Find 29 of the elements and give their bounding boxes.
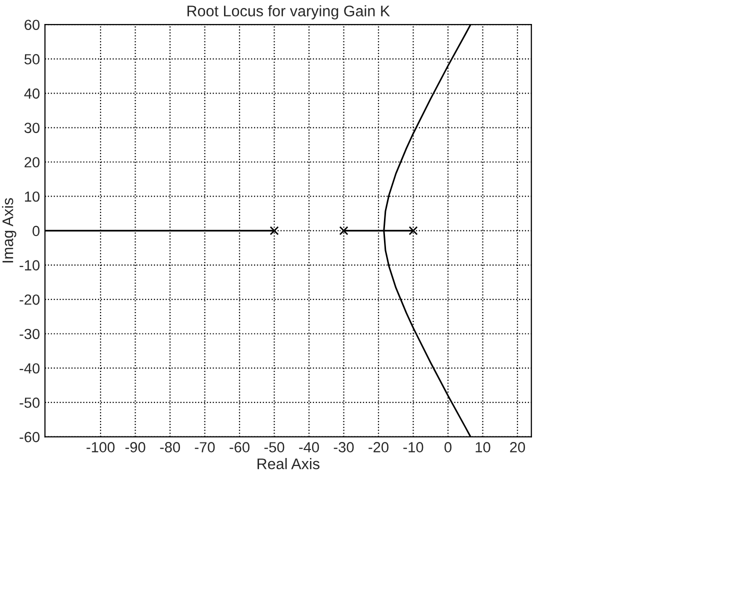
y-tick-label: 20 [24, 157, 40, 168]
chart-title: Root Locus for varying Gain K [188, 5, 390, 20]
y-tick-label: -10 [20, 260, 40, 270]
x-tick-label: 0 [444, 442, 452, 452]
y-tick-label: -50 [20, 398, 40, 408]
x-tick-label: -90 [125, 442, 146, 452]
y-tick-label: 10 [24, 191, 40, 202]
x-tick-label: -70 [194, 442, 215, 452]
y-tick-label: 40 [24, 88, 40, 99]
x-axis-title: Real Axis [258, 458, 320, 470]
x-tick-label: -40 [299, 442, 319, 452]
y-tick-label: 60 [24, 20, 40, 30]
x-tick-label: -20 [368, 442, 388, 452]
y-tick-label: -40 [20, 363, 40, 374]
x-tick-label: -50 [264, 442, 284, 452]
x-tick-label: -100 [86, 442, 115, 452]
x-tick-label: -10 [403, 442, 424, 452]
x-tick-label: -30 [334, 442, 354, 452]
x-tick-label: 20 [510, 442, 526, 452]
y-tick-label: -60 [20, 432, 40, 442]
y-tick-label: 0 [32, 226, 40, 236]
y-tick-label: -20 [20, 294, 40, 305]
y-tick-label: 30 [24, 122, 40, 134]
y-tick-label: 50 [24, 54, 40, 64]
x-tick-label: -60 [230, 442, 250, 452]
y-axis-title: Imag Axis [2, 198, 16, 262]
x-tick-label: -80 [160, 442, 180, 452]
y-tick-label: -30 [20, 328, 40, 340]
x-tick-label: 10 [476, 442, 490, 452]
